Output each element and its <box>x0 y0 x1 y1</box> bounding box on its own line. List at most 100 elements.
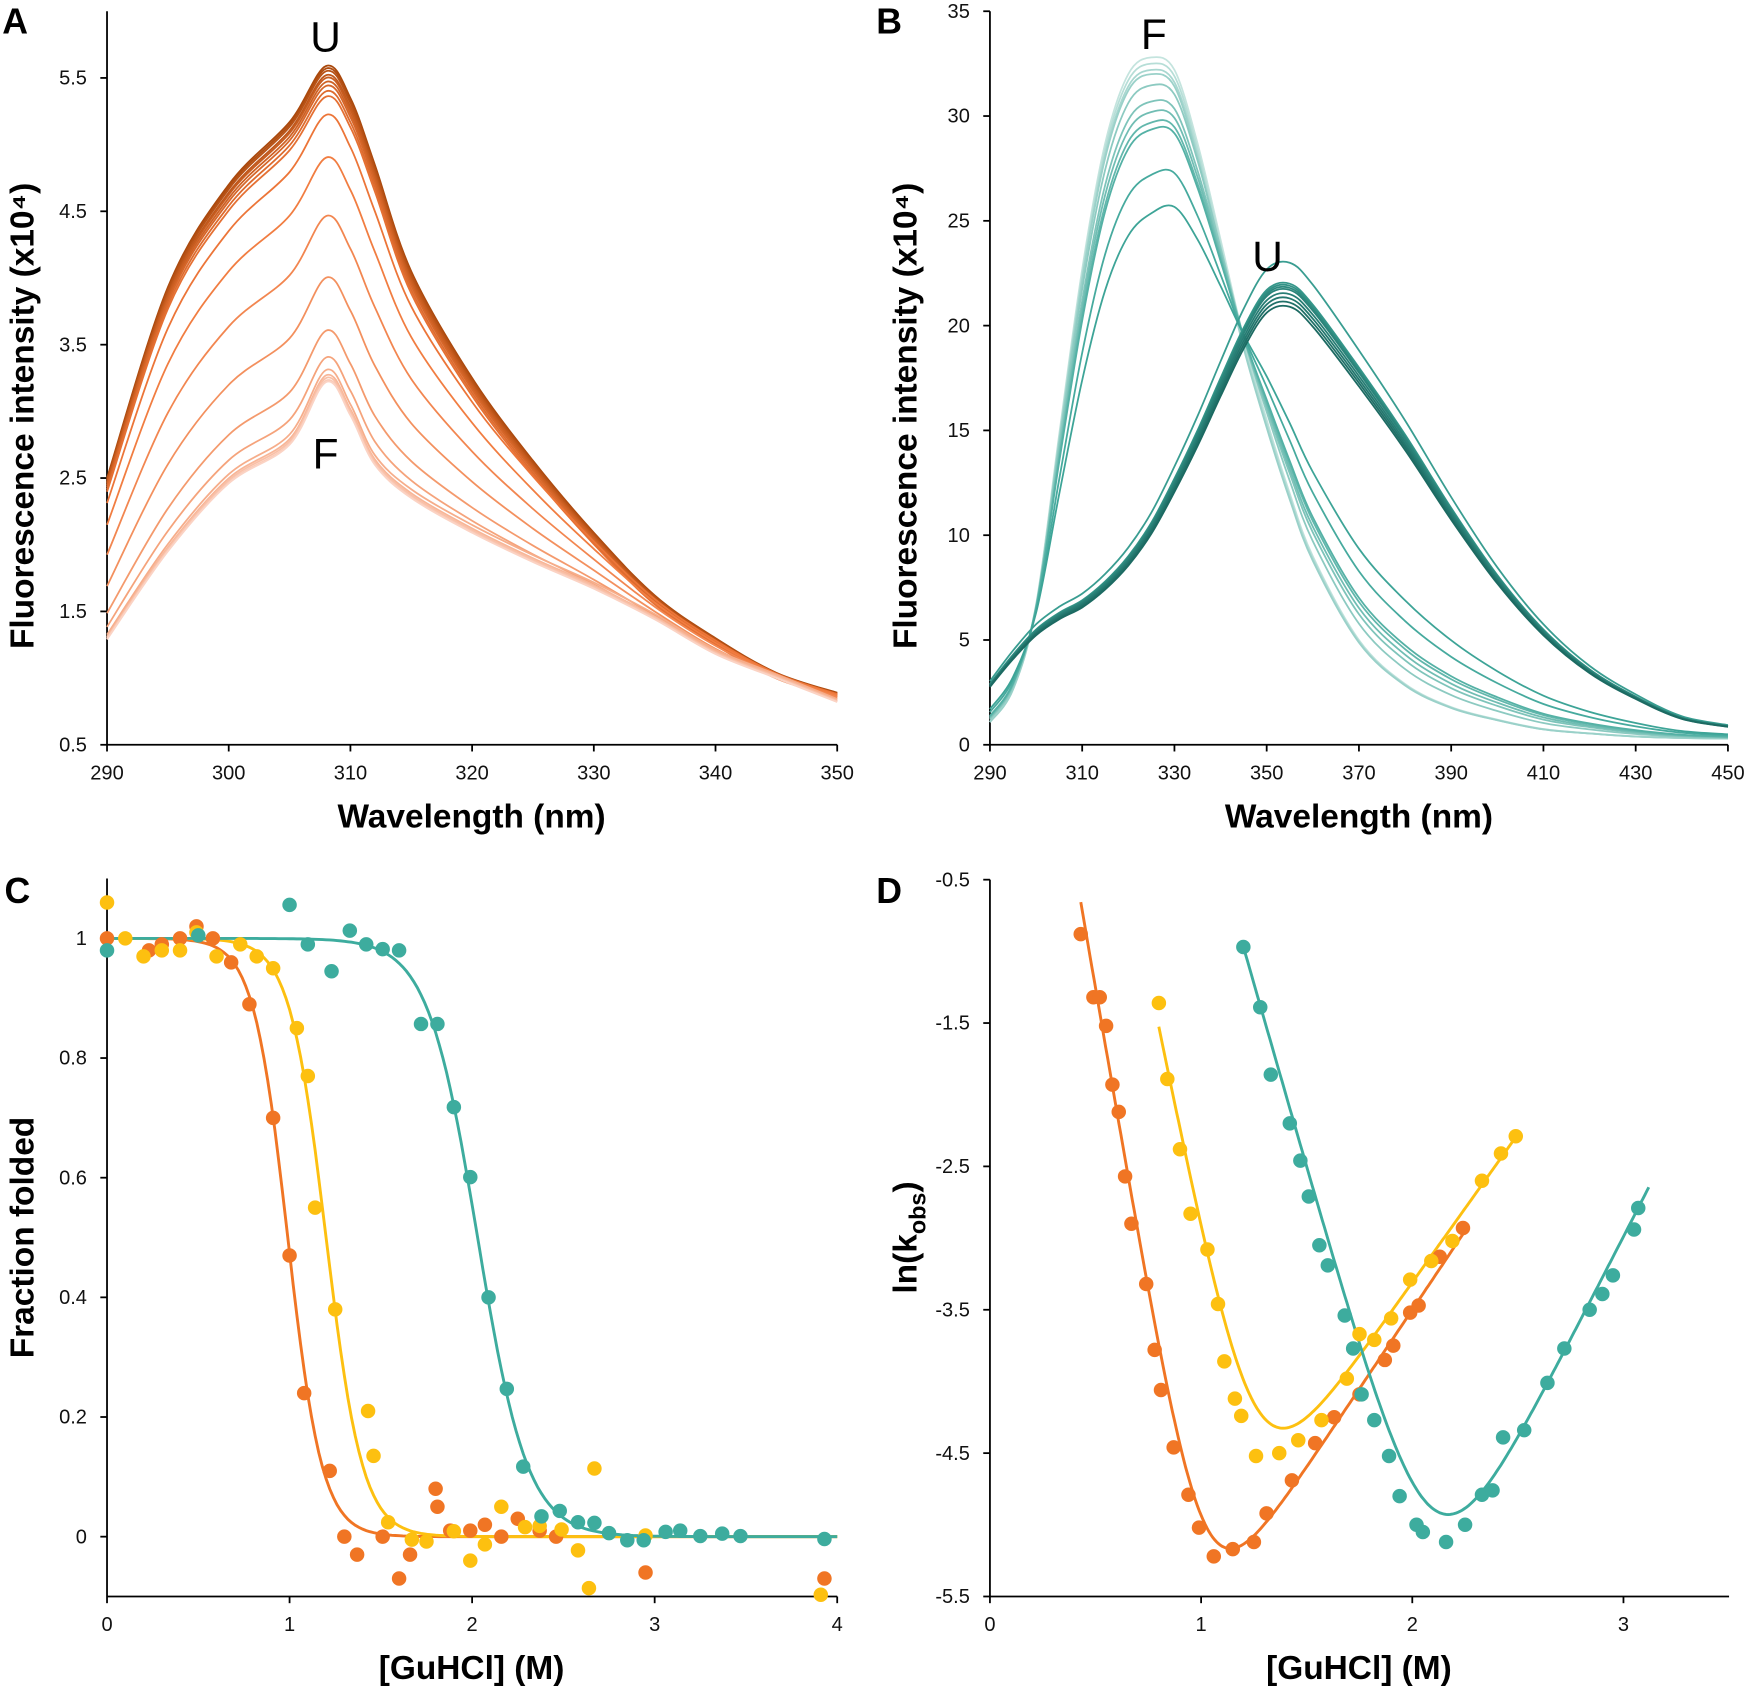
y-tick-label: 1.5 <box>59 601 87 623</box>
x-tick-label: 370 <box>1342 762 1375 784</box>
x-tick-label: 3 <box>649 1614 660 1636</box>
x-tick-label: 320 <box>455 762 488 784</box>
data-point <box>1402 1272 1418 1287</box>
x-tick-label: 450 <box>1711 762 1744 784</box>
data-point <box>1457 1517 1473 1533</box>
data-point <box>587 1461 602 1476</box>
data-point <box>1424 1253 1439 1269</box>
spectrum-line <box>106 89 838 698</box>
panel-a-annotation-folded: F <box>313 430 339 477</box>
panel-d-x-title: [GuHCl] (M) <box>1266 1650 1452 1687</box>
data-point <box>391 1571 407 1586</box>
data-point <box>1210 1296 1226 1312</box>
data-point <box>1117 1169 1133 1184</box>
data-point <box>581 1580 597 1596</box>
data-point <box>733 1528 748 1544</box>
data-point <box>1147 1342 1162 1358</box>
data-point <box>428 1481 443 1497</box>
data-point <box>99 895 115 910</box>
panel-a-y-title: Fluorescence intensity (x10⁴) <box>4 183 41 649</box>
data-point <box>1383 1311 1399 1326</box>
y-tick-label: -5.5 <box>935 1586 970 1608</box>
data-point <box>1105 1077 1120 1092</box>
data-point <box>1252 1000 1268 1015</box>
data-point <box>322 1463 337 1479</box>
y-tick-label: 4.5 <box>59 201 87 223</box>
data-point <box>1326 1410 1342 1425</box>
data-point <box>446 1099 462 1115</box>
x-tick-label: 350 <box>820 762 853 784</box>
data-point <box>1415 1524 1431 1540</box>
data-point <box>154 943 170 958</box>
data-point <box>1166 1440 1181 1455</box>
data-point <box>1073 926 1088 942</box>
data-point <box>282 897 297 913</box>
x-tick-label: 2 <box>467 1614 478 1636</box>
x-tick-label: 1 <box>284 1614 295 1636</box>
data-point <box>1307 1435 1323 1451</box>
data-point <box>430 1499 445 1514</box>
data-point <box>1345 1341 1361 1356</box>
data-point <box>672 1523 688 1538</box>
data-point <box>1455 1220 1471 1236</box>
data-point <box>620 1533 635 1548</box>
x-tick-label: 290 <box>973 762 1006 784</box>
data-point <box>1312 1238 1327 1253</box>
data-point <box>265 961 281 976</box>
data-point <box>1582 1302 1597 1318</box>
data-point <box>1626 1222 1642 1237</box>
data-point <box>402 1547 418 1562</box>
panel-b-annotation-folded: F <box>1141 11 1167 58</box>
x-tick-label: 350 <box>1250 762 1283 784</box>
x-tick-label: 1 <box>1196 1614 1207 1636</box>
data-point <box>1282 1116 1298 1131</box>
data-point <box>601 1525 617 1541</box>
data-point <box>118 931 133 946</box>
data-point <box>1236 939 1251 955</box>
data-point <box>375 1529 390 1544</box>
data-point <box>300 937 316 952</box>
y-tick-label: 3.5 <box>59 334 87 356</box>
data-point <box>693 1528 708 1544</box>
data-point <box>517 1519 533 1535</box>
panel-d-y-title-close: ) <box>887 1181 924 1192</box>
y-tick-label: 2.5 <box>59 468 87 490</box>
data-point <box>1233 1408 1249 1424</box>
data-point <box>1181 1487 1196 1502</box>
data-point <box>375 941 390 957</box>
data-point <box>813 1587 829 1602</box>
x-tick-label: 0 <box>101 1614 112 1636</box>
panel-d-y-title: ln(kobs) <box>887 1181 930 1293</box>
x-tick-label: 0 <box>984 1614 995 1636</box>
panel-a-annotation-unfolded: U <box>310 13 341 60</box>
data-point <box>349 1547 365 1562</box>
data-point <box>1557 1341 1572 1356</box>
data-point <box>658 1524 673 1540</box>
x-tick-label: 330 <box>577 762 610 784</box>
panel-b-plot: 290 310 330 350 370 390 410 430 450 0 5 10 15 20 25 30 3… <box>948 1 1745 784</box>
fit-curve <box>107 936 838 1539</box>
y-tick-label: 20 <box>948 315 970 337</box>
data-point <box>307 1200 323 1215</box>
data-point <box>1367 1412 1382 1428</box>
data-point <box>413 1016 429 1032</box>
spectrum-line <box>989 300 1729 728</box>
data-point <box>205 931 221 946</box>
data-point <box>419 1534 434 1549</box>
x-tick-label: 4 <box>832 1614 843 1636</box>
spectrum-line <box>989 285 1729 727</box>
data-point <box>714 1526 730 1541</box>
data-point <box>1092 989 1107 1005</box>
data-point <box>1200 1242 1215 1257</box>
data-point <box>360 1403 376 1419</box>
data-point <box>358 937 374 952</box>
y-tick-label: 5 <box>959 630 970 652</box>
data-point <box>817 1571 832 1586</box>
data-point <box>463 1169 478 1185</box>
x-tick-label: 330 <box>1158 762 1191 784</box>
data-point <box>1474 1173 1490 1188</box>
data-point <box>1314 1412 1329 1428</box>
spectrum-line <box>989 288 1729 728</box>
data-point <box>446 1524 462 1539</box>
fit-curve <box>1241 946 1651 1517</box>
